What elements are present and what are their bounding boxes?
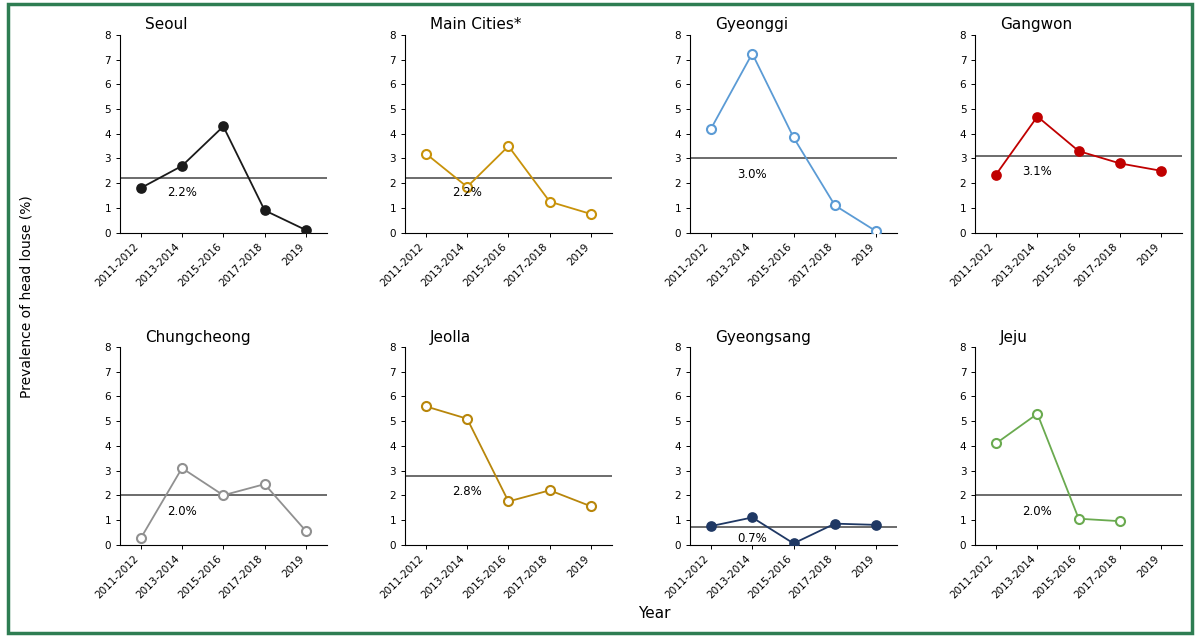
Text: Jeju: Jeju [1000, 329, 1028, 345]
Text: 3.0%: 3.0% [738, 168, 767, 181]
Text: 2.0%: 2.0% [1022, 505, 1052, 518]
Text: 0.7%: 0.7% [737, 532, 767, 545]
Text: Jeolla: Jeolla [430, 329, 472, 345]
Text: Main Cities*: Main Cities* [430, 17, 522, 32]
Text: 2.0%: 2.0% [167, 505, 197, 518]
Text: Gyeongsang: Gyeongsang [715, 329, 811, 345]
Text: 3.1%: 3.1% [1022, 166, 1052, 178]
Text: Year: Year [637, 606, 671, 621]
Text: Gangwon: Gangwon [1000, 17, 1073, 32]
Text: Prevalence of head louse (%): Prevalence of head louse (%) [19, 195, 34, 397]
Text: 2.2%: 2.2% [167, 186, 197, 199]
Text: Seoul: Seoul [145, 17, 187, 32]
Text: 2.2%: 2.2% [452, 186, 482, 199]
Text: Gyeonggi: Gyeonggi [715, 17, 788, 32]
Text: 2.8%: 2.8% [452, 485, 482, 498]
Text: Chungcheong: Chungcheong [145, 329, 251, 345]
